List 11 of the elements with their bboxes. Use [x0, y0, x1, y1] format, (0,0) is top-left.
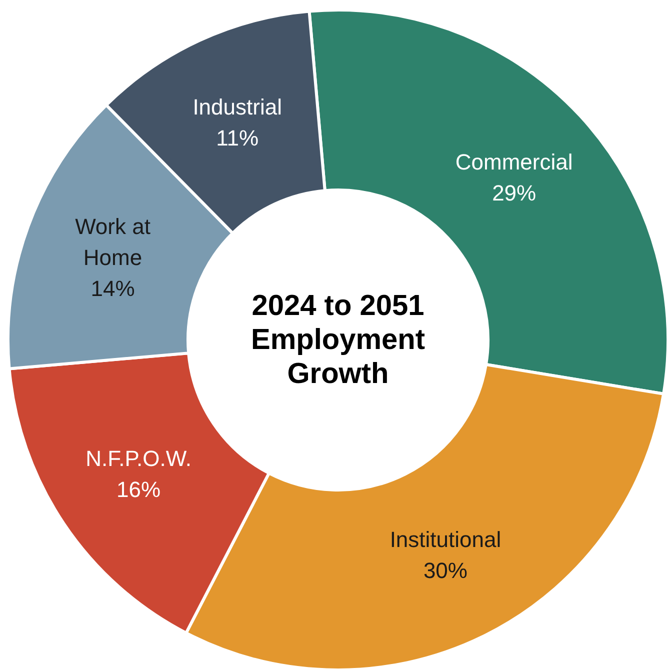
data-label: 16% [116, 476, 161, 502]
slice-label: Commercial [455, 148, 573, 174]
data-label: 11% [216, 125, 259, 150]
data-label: 14% [90, 276, 135, 301]
slice-label: Institutional [390, 526, 502, 552]
slice-label: Industrial [192, 94, 282, 120]
slice-label: Work at Home [75, 214, 150, 270]
data-label: 30% [423, 558, 468, 583]
text: 2024 to 2051 Employment Growth [250, 289, 426, 391]
data-label: 29% [492, 180, 536, 205]
slice-label: N.F.P.O.W. [86, 446, 192, 471]
